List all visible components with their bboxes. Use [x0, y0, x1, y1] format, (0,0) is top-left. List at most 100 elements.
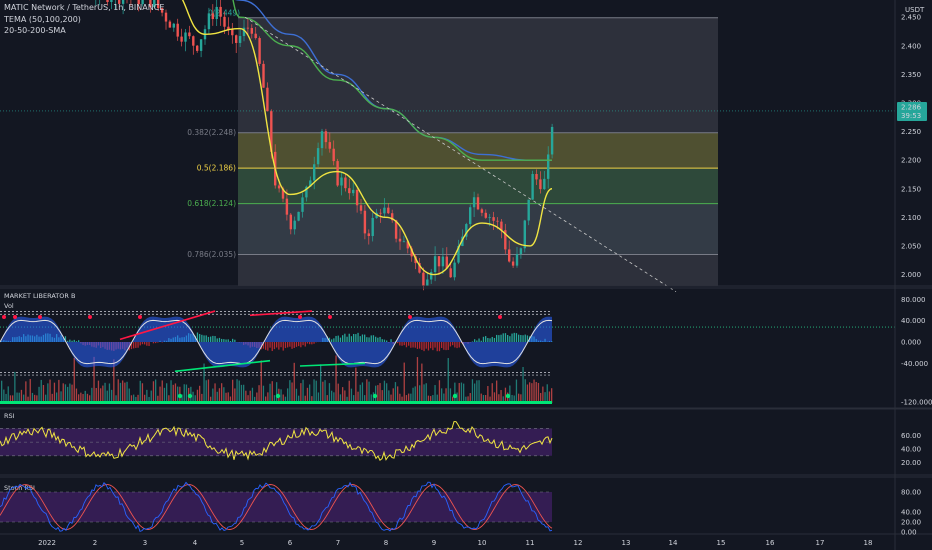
ml-histogram-bar	[350, 336, 353, 342]
ml-histogram-bar	[284, 342, 287, 349]
volume-bar	[135, 396, 137, 403]
ml-histogram-bar	[353, 333, 355, 342]
ml-wave-fill	[0, 316, 552, 368]
ml-axis-label: 0.000	[901, 339, 921, 347]
volume-bar	[304, 395, 306, 403]
volume-bar	[502, 396, 504, 403]
ml-histogram-bar	[293, 342, 295, 348]
sma-legend[interactable]: 20-50-200-SMA	[4, 26, 66, 35]
volume-bar	[357, 391, 359, 403]
volume-bar	[335, 355, 337, 403]
ml-histogram-bar	[443, 342, 445, 350]
ml-histogram-bar	[64, 336, 67, 342]
ml-histogram-bar	[199, 333, 201, 342]
ml-wave-line	[0, 319, 553, 365]
candle-body	[118, 0, 121, 4]
volume-bar	[491, 383, 493, 403]
candle-body	[531, 173, 534, 200]
last-price-badge	[897, 101, 927, 121]
ml-histogram-bar	[386, 340, 388, 342]
volume-bar	[487, 386, 489, 403]
candle-body	[219, 6, 222, 17]
ml-histogram-bar	[368, 337, 370, 342]
volume-bar	[361, 382, 364, 403]
ml-histogram-bar	[460, 342, 463, 344]
ml-histogram-bar	[447, 342, 449, 350]
volume-bar	[273, 395, 276, 403]
volume-bar	[100, 388, 102, 403]
ml-histogram-bar	[210, 336, 212, 342]
candle-body	[469, 207, 472, 225]
ml-histogram-bar	[342, 335, 344, 342]
candle-body	[153, 0, 156, 8]
tema-legend[interactable]: TEMA (50,100,200)	[4, 15, 81, 24]
volume-bar	[449, 388, 452, 403]
volume-bar	[489, 396, 491, 403]
sma20-line	[181, 0, 553, 276]
candle-body	[340, 177, 343, 186]
candle-body	[305, 186, 308, 198]
ml-histogram-bar	[524, 334, 526, 342]
volume-bar	[526, 384, 529, 403]
ml-histogram-bar	[509, 336, 511, 342]
ml-histogram-bar	[502, 333, 504, 342]
candle-body	[476, 197, 480, 210]
symbol-title[interactable]: MATIC Network / TetherUS, 1h, BINANCE	[4, 3, 165, 12]
volume-bar	[482, 395, 485, 403]
volume-bar	[229, 396, 232, 403]
volume-bar	[533, 379, 535, 403]
volume-bar	[298, 395, 300, 403]
ml-histogram-bar	[291, 342, 293, 349]
ml-histogram-bar	[262, 342, 265, 349]
volume-bar	[174, 383, 177, 403]
ml-signal-dot-red	[88, 315, 92, 319]
volume-bar	[302, 379, 304, 403]
ml-histogram-bar	[493, 337, 496, 342]
ml-axis-label: 40.000	[901, 317, 926, 325]
volume-bar	[262, 385, 265, 403]
last-price-value: 2.286	[901, 103, 922, 111]
volume-bar	[388, 390, 390, 403]
ml-histogram-bar	[425, 342, 427, 349]
volume-bar	[337, 383, 339, 403]
ml-histogram-bar	[421, 342, 423, 350]
ml-histogram-bar	[339, 337, 342, 342]
candle-body	[523, 220, 526, 249]
volume-bar	[324, 380, 326, 403]
volume-bar	[254, 396, 256, 403]
volume-bar	[471, 379, 474, 403]
volume-bar	[243, 384, 245, 403]
ml-histogram-bar	[410, 342, 412, 348]
ml-histogram-bar	[144, 342, 146, 345]
volume-bar	[260, 360, 262, 403]
volume-bar	[181, 394, 183, 403]
ml-histogram-bar	[491, 336, 493, 342]
volume-bar	[465, 396, 467, 403]
candle-body	[488, 217, 491, 218]
candle-body	[192, 36, 195, 46]
volume-bar	[414, 386, 416, 403]
volume-bar	[364, 395, 366, 403]
ml-histogram-bar	[449, 342, 452, 347]
ml-histogram-bar	[355, 334, 357, 342]
candle-body	[441, 256, 445, 267]
ml-histogram-bar	[67, 340, 69, 342]
volume-bar	[445, 388, 447, 403]
ml-subtitle: Vol	[4, 302, 14, 310]
volume-bar	[287, 388, 289, 403]
ml-histogram-bar	[223, 339, 225, 342]
volume-bar	[291, 382, 293, 403]
volume-bar	[7, 386, 9, 403]
ml-histogram-bar	[227, 339, 229, 342]
volume-bar	[271, 381, 273, 403]
candle-body	[344, 177, 347, 189]
volume-bar	[207, 379, 210, 403]
ml-histogram-bar	[278, 342, 280, 350]
volume-bar	[126, 381, 128, 403]
volume-bar	[64, 384, 67, 403]
candle-body	[406, 241, 409, 249]
candle-body	[297, 211, 300, 221]
volume-bar	[168, 395, 170, 403]
volume-bar	[419, 385, 421, 403]
